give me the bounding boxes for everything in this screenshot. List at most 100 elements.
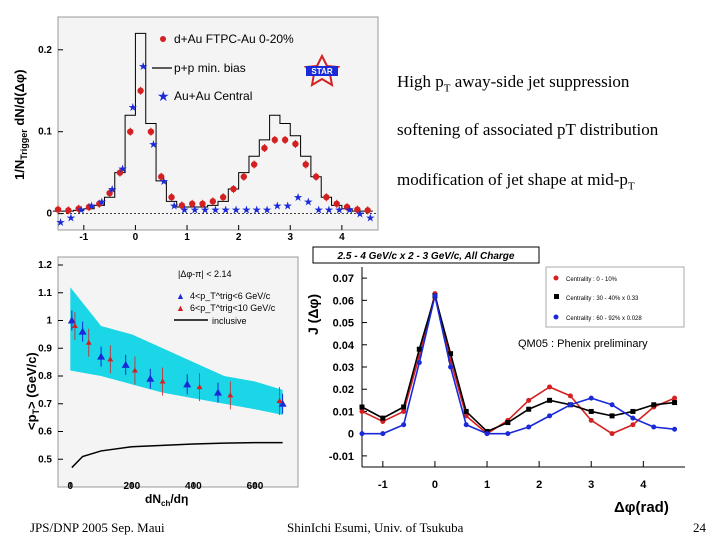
- plot3-ytick-label: 0.06: [333, 295, 354, 307]
- plot3-ytick-label: 0: [348, 429, 354, 441]
- dau-point: [116, 169, 124, 176]
- phenix-point-0: [359, 408, 365, 414]
- plot2-ytick-label: 0.8: [38, 371, 52, 382]
- dau-point: [354, 206, 361, 213]
- phenix-point-1: [526, 406, 532, 412]
- phenix-point-1: [448, 351, 454, 357]
- phenix-point-2: [547, 413, 553, 419]
- phenix-point-2: [401, 422, 407, 428]
- phenix-point-1: [672, 400, 678, 406]
- dau-point: [281, 136, 289, 144]
- dau-point: [96, 200, 103, 207]
- star-correlation-plot: -1 0 1 2 3 400.10.2★ ★★ ★ ★★★★★★★★ ★ ★ ★ ★ ★ ★ ★ ★ ★ ★ ★★ ★★…: [12, 16, 379, 243]
- phenix-point-0: [630, 422, 636, 428]
- auau-point: ★: [324, 205, 334, 217]
- auau-point: ★: [293, 192, 303, 204]
- phenix-point-1: [505, 420, 511, 426]
- plot1-ylabel: 1/NTrigger dN/d(Δφ): [12, 69, 29, 180]
- auau-point: ★: [138, 61, 148, 73]
- phenix-point-1: [609, 413, 615, 419]
- plot2-ytick-label: 1: [46, 316, 52, 327]
- plot1-legend: d+Au FTPC-Au 0-20% p+p min. bias ★ Au+Au…: [152, 32, 294, 104]
- auau-point: ★: [283, 200, 293, 212]
- auau-point: ★: [210, 205, 220, 217]
- legend2-blue-marker: ▲: [176, 291, 185, 301]
- dau-point: [333, 200, 340, 207]
- auau-point: ★: [252, 205, 262, 217]
- legend2-label-1: 4<p_T^trig<6 GeV/c: [190, 291, 271, 301]
- plot1-ytick-label: 0.2: [38, 45, 52, 56]
- phenix-point-2: [484, 431, 490, 437]
- red-triangle-point: [85, 339, 92, 345]
- dau-point: [219, 194, 227, 201]
- phenix-point-1: [651, 402, 657, 408]
- phenix-point-0: [401, 408, 407, 414]
- plot3-xtick-label: 1: [484, 479, 490, 491]
- blue-triangle-point: [278, 399, 287, 407]
- phenix-point-2: [359, 431, 365, 437]
- blue-triangle-point: [146, 374, 155, 382]
- phenix-point-2: [609, 402, 615, 408]
- page-number: 24: [693, 520, 706, 535]
- plot1-ytick-label: 0: [46, 209, 52, 220]
- auau-point: ★: [262, 205, 272, 217]
- inclusive-line: [71, 441, 283, 469]
- dau-point: [364, 207, 371, 214]
- plot2-ytick-label: 1.1: [38, 288, 52, 299]
- phenix-preliminary-note: QM05 : Phenix preliminary: [518, 338, 648, 350]
- dau-point: [271, 136, 278, 144]
- auau-point: ★: [128, 102, 138, 114]
- auau-point: ★: [66, 213, 76, 225]
- plot3-ylabel: J (Δφ): [305, 294, 321, 335]
- plot1-xtick-label: 4: [339, 232, 345, 243]
- plot3-xtick-label: 2: [536, 479, 542, 491]
- dau-point: [199, 200, 206, 207]
- legend1-label-2: Au+Au Central: [174, 89, 252, 103]
- dau-point: [147, 128, 155, 135]
- plot1-xtick-label: 3: [287, 232, 293, 243]
- legend3-red-marker: [553, 275, 559, 281]
- dau-point: [158, 173, 165, 180]
- auau-point: ★: [355, 209, 365, 221]
- plot1-xtick-label: -1: [79, 232, 88, 243]
- phenix-point-2: [630, 415, 636, 421]
- plot3-ytick-label: 0.04: [333, 340, 355, 352]
- phenix-point-2: [526, 424, 532, 430]
- dau-point: [85, 203, 93, 211]
- phenix-point-2: [463, 422, 469, 428]
- auau-point: ★: [272, 200, 282, 212]
- dau-point: [209, 198, 217, 205]
- phenix-correlation-plot: 2.5 - 4 GeV/c x 2 - 3 GeV/c, All Charge …: [305, 246, 685, 516]
- plot2-xtick-label: 400: [185, 481, 202, 492]
- auau-point: ★: [87, 200, 97, 212]
- auau-point: ★: [76, 205, 86, 217]
- dau-point: [312, 173, 320, 180]
- plot3-xlabel: Δφ(rad): [614, 499, 669, 516]
- phenix-point-0: [526, 397, 532, 403]
- bullet-jet-suppression: High pT away-side jet suppression: [397, 72, 630, 95]
- auau-point: ★: [118, 164, 128, 176]
- plot3-ytick-label: 0.05: [333, 318, 354, 330]
- plot3-xtick-label: -1: [378, 479, 388, 491]
- plot3-title: 2.5 - 4 GeV/c x 2 - 3 GeV/c, All Charge: [337, 251, 515, 262]
- mean-pt-plot: 0 200 400 600 0.5 0.6 0.7 0.8 0.9 1 1.1 1.2 <pT> (G…: [24, 256, 299, 508]
- dau-point: [178, 202, 186, 209]
- auau-point: ★: [169, 200, 179, 212]
- plot3-title-box: [312, 246, 540, 264]
- legend1-star-marker: ★: [157, 88, 170, 104]
- legend3-blue-marker: [553, 314, 559, 320]
- legend2-label-2: 6<p_T^trig<10 GeV/c: [190, 303, 276, 313]
- legend3-label-2: Centrality : 60 - 92% x 0.028: [566, 316, 642, 322]
- systematic-band: [70, 287, 283, 415]
- phenix-point-1: [630, 408, 636, 414]
- phenix-point-2: [416, 360, 422, 366]
- star-logo: STAR: [303, 53, 341, 87]
- phenix-point-2: [448, 364, 454, 370]
- legend1-red-marker: [160, 36, 166, 42]
- red-triangle-point: [107, 356, 114, 362]
- phenix-point-1: [401, 404, 407, 410]
- blue-triangle-point: [214, 388, 222, 396]
- svg-text:STAR: STAR: [311, 67, 332, 76]
- plot1-xtick-label: 2: [236, 232, 242, 243]
- phenix-point-1: [547, 397, 553, 403]
